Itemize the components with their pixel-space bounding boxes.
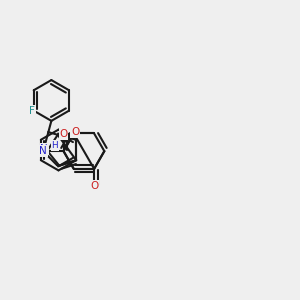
Text: O: O [71,127,80,137]
Text: N: N [39,146,47,156]
Text: F: F [29,106,35,116]
Text: H: H [52,141,58,150]
Text: O: O [90,181,98,191]
Text: N: N [40,144,48,154]
Text: O: O [59,129,68,139]
